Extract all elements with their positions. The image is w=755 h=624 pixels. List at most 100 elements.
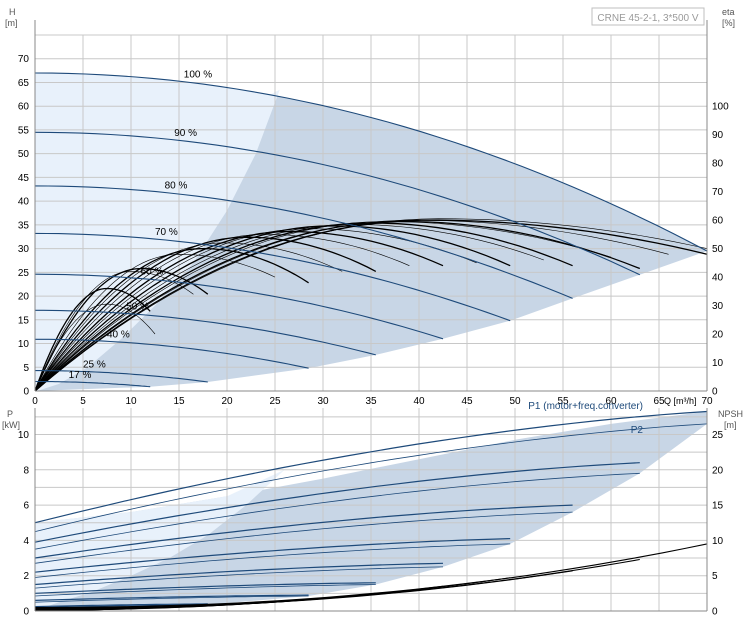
speed-curve [35, 370, 208, 383]
speed-curve-label: 90 % [174, 128, 197, 139]
head-tick-label: 40 [18, 197, 30, 208]
speed-curve-label: 50 % [126, 302, 149, 313]
speed-curve [34, 185, 573, 299]
speed-curve-label: 70 % [155, 227, 178, 238]
eta-tick-label: 10 [712, 358, 724, 369]
npsh-tick-label: 20 [712, 465, 724, 476]
flow-tick-label: 25 [269, 396, 281, 407]
speed-curve [34, 131, 641, 276]
flow-tick-label: 60 [605, 396, 617, 407]
eta-tick-label: 20 [712, 330, 724, 341]
eta-tick-label: 70 [712, 187, 724, 198]
p1-curve [34, 594, 309, 601]
flow-tick-label: 70 [701, 396, 713, 407]
speed-curve-label: 60 % [141, 267, 164, 278]
power-npsh-plot: 0 2 4 6 8 10 0 5 10 15 20 25 P1 (motor+freq.converte… [18, 401, 724, 617]
p1-curve [34, 462, 640, 543]
speed-curve-label: 25 % [83, 359, 106, 370]
flow-tick-label: 40 [413, 396, 425, 407]
flow-tick-label: 10 [125, 396, 137, 407]
head-axis-label-line1: H [9, 7, 16, 17]
p1-curve [34, 504, 573, 559]
power-tick-label: 8 [23, 465, 29, 476]
eta-axis-label-line1: eta [722, 7, 735, 17]
flow-tick-label: 55 [557, 396, 569, 407]
flow-tick-label: 35 [365, 396, 377, 407]
eta-tick-label: 30 [712, 301, 724, 312]
npsh-axis-label: NPSH [m] [718, 409, 743, 430]
speed-curve-label: 17 % [69, 370, 92, 381]
eta-tick-label: 90 [712, 130, 724, 141]
head-tick-label: 30 [18, 244, 30, 255]
flow-tick-label: 20 [221, 396, 233, 407]
flow-tick-label: 50 [509, 396, 521, 407]
speed-curve [34, 232, 511, 322]
p1-curve [34, 410, 708, 524]
flow-tick-label: 5 [80, 396, 86, 407]
title-box [591, 7, 705, 26]
efficiency-curve [34, 271, 194, 392]
eta-axis-label-line2: [%] [722, 18, 735, 28]
p1-curve [34, 603, 208, 608]
eta-axis-label: eta [%] [722, 7, 735, 28]
flow-tick-label: 15 [173, 396, 185, 407]
power-tick-label: 4 [23, 536, 29, 547]
power-axis-label: P [kW] [2, 409, 20, 430]
flow-tick-label: 65 [653, 396, 665, 407]
speed-curve-label: 80 % [165, 180, 188, 191]
head-tick-label: 25 [18, 268, 30, 279]
head-tick-label: 55 [18, 125, 30, 136]
p2-curve [34, 584, 376, 597]
head-tick-label: 65 [18, 78, 30, 89]
speed-curve [34, 72, 708, 252]
head-tick-label: 45 [18, 173, 30, 184]
flow-tick-label: 45 [461, 396, 473, 407]
eta-tick-label: 0 [712, 387, 718, 398]
head-tick-label: 5 [23, 363, 29, 374]
eta-tick-label: 40 [712, 273, 724, 284]
head-tick-label: 60 [18, 102, 30, 113]
efficiency-curve [34, 236, 377, 392]
npsh-axis-label-line1: NPSH [718, 409, 743, 419]
efficiency-curve [34, 218, 708, 392]
efficiency-curve [34, 224, 544, 392]
p2-curve [34, 566, 444, 589]
power-axis-label-line1: P [7, 409, 13, 419]
head-tick-label: 70 [18, 54, 30, 65]
p2-series-label: P2 [631, 425, 644, 436]
head-tick-label: 0 [23, 387, 29, 398]
power-tick-label: 10 [18, 430, 30, 441]
efficiency-curve [34, 287, 151, 392]
title-text: CRNE 45-2-1, 3*500 V [597, 13, 698, 24]
head-axis-label: H [m] [5, 7, 18, 28]
head-efficiency-plot: 100 % 90 % 80 % 70 % 60 % 50 % 40 % 25 %17 % 0 5 1… [18, 20, 729, 407]
power-tick-label: 0 [23, 607, 29, 618]
p2-curve [34, 423, 708, 532]
npsh-tick-label: 25 [712, 430, 724, 441]
p1-curve [34, 538, 511, 573]
speed-curve [35, 309, 376, 356]
efficiency-curve [34, 242, 343, 392]
head-tick-label: 20 [18, 292, 30, 303]
npsh-tick-label: 0 [712, 607, 718, 618]
speed-curve-label: 40 % [107, 329, 130, 340]
flow-tick-label: 30 [317, 396, 329, 407]
p2-curve [34, 595, 309, 603]
eta-tick-label: 100 [712, 102, 729, 113]
head-tick-label: 10 [18, 339, 30, 350]
efficiency-curve [34, 234, 410, 392]
speed-curve [34, 273, 444, 340]
npsh-tick-label: 10 [712, 536, 724, 547]
head-tick-label: 35 [18, 220, 30, 231]
efficiency-curve [34, 253, 276, 392]
p2-curve [34, 511, 573, 564]
flow-axis-label: Q [m³/h] [664, 396, 697, 406]
p1-curve [34, 562, 444, 586]
head-axis-label-line2: [m] [5, 18, 18, 28]
eta-tick-label: 80 [712, 159, 724, 170]
power-tick-label: 2 [23, 571, 29, 582]
flow-tick-label: 0 [32, 396, 38, 407]
npsh-axis-label-line2: [m] [724, 420, 737, 430]
head-tick-label: 15 [18, 315, 30, 326]
npsh-curve [35, 606, 151, 611]
